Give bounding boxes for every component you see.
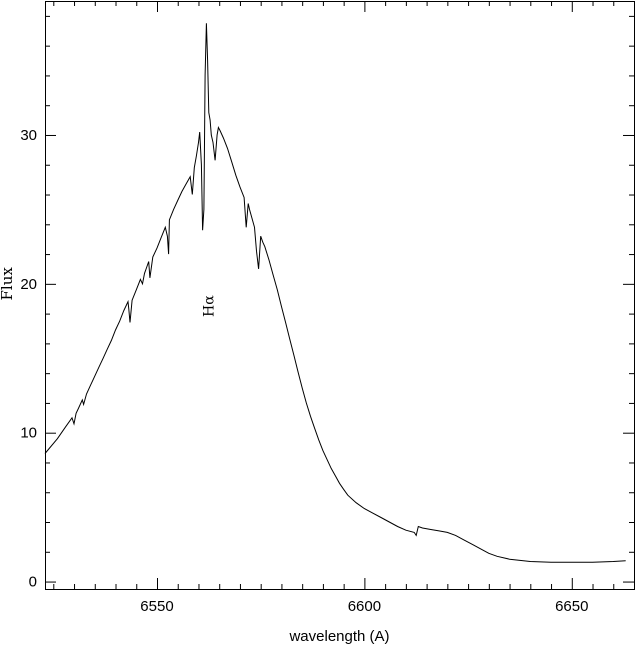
y-tick-label: 20 [20,276,37,293]
annotation-label: Hα [201,295,217,317]
axis-ticks [45,1,635,589]
y-tick-label: 30 [20,127,37,144]
x-tick-label: 6550 [140,598,173,615]
x-axis-label: wavelength (A) [288,628,389,645]
y-tick-label: 0 [29,574,37,591]
y-axis-label: Flux [0,267,16,301]
x-tick-label: 6600 [348,598,381,615]
x-tick-label: 6650 [555,598,588,615]
series-line [44,23,626,563]
plot-frame [45,1,635,590]
y-tick-label: 10 [20,425,37,442]
tick-labels: 6550 6600 6650 0 10 20 30 [20,127,588,615]
